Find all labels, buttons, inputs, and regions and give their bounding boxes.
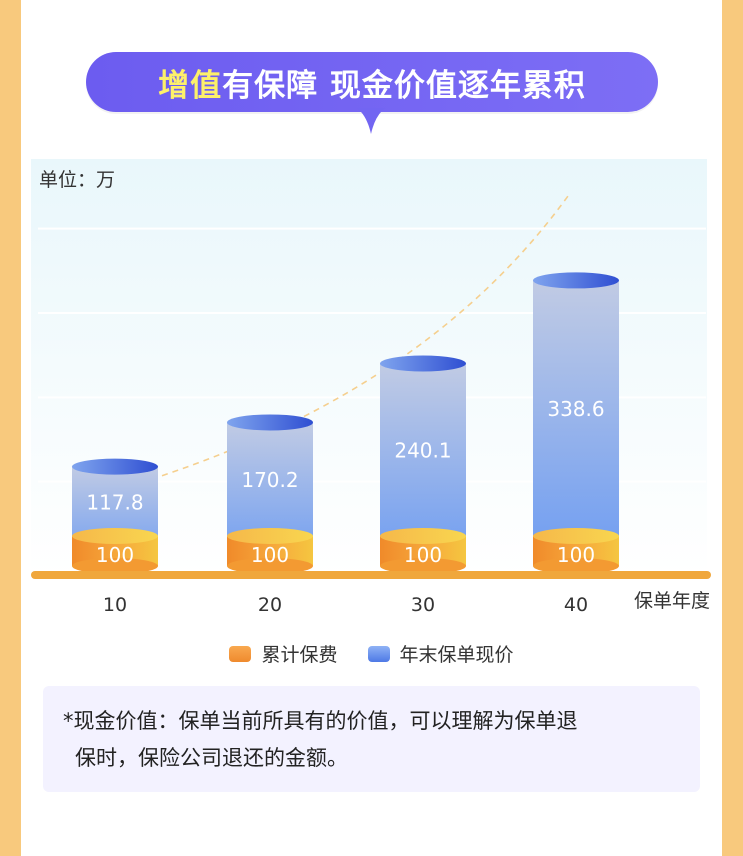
x-tick-label: 40: [564, 594, 588, 616]
cash-value-label: 240.1: [394, 439, 451, 463]
unit-label: 单位：万: [39, 169, 115, 191]
cash-value-bar-top: [533, 272, 619, 289]
bar-chart: 100 117.8 100 170.2 100 240.1 100 338.6 单位：万 保单…: [31, 159, 711, 616]
premium-value-label: 100: [96, 543, 134, 567]
premium-bar-bottom: [380, 558, 466, 574]
footnote-line-1: *现金价值：保单当前所具有的价值，可以理解为保单退: [63, 709, 578, 733]
cash-value-label: 338.6: [547, 397, 604, 421]
cash-value-label: 117.8: [86, 490, 143, 514]
premium-value-label: 100: [557, 543, 595, 567]
chart-baseline: [31, 571, 711, 579]
x-tick-label: 30: [411, 594, 435, 616]
footnote-box: *现金价值：保单当前所具有的价值，可以理解为保单退 保时，保险公司退还的金额。: [43, 686, 700, 792]
legend-item-premium: 累计保费: [229, 640, 338, 667]
premium-value-label: 100: [404, 543, 442, 567]
footnote-line-2: 保时，保险公司退还的金额。: [75, 746, 348, 770]
legend-label-cash-value: 年末保单现价: [399, 644, 514, 666]
premium-bar-top: [380, 528, 466, 544]
cash-value-bar-top: [227, 414, 313, 431]
premium-bar-bottom: [72, 558, 158, 574]
chart-legend: 累计保费 年末保单现价: [0, 640, 743, 667]
right-border-stripe: [722, 0, 743, 856]
premium-bar-top: [533, 528, 619, 544]
x-tick-label: 20: [258, 594, 282, 616]
premium-value-label: 100: [251, 543, 289, 567]
left-border-stripe: [0, 0, 21, 856]
cash-value-label: 170.2: [241, 468, 298, 492]
title-banner: 增值 有保障 现金价值逐年累积: [86, 52, 658, 112]
title-highlight: 增值: [158, 67, 223, 104]
blue-swatch-icon: [367, 645, 390, 662]
x-axis-title: 保单年度: [634, 590, 710, 612]
premium-bar-bottom: [533, 558, 619, 574]
premium-bar-top: [227, 528, 313, 544]
banner-pointer: [357, 108, 385, 134]
premium-bar-bottom: [227, 558, 313, 574]
cash-value-bar-top: [72, 458, 158, 475]
x-tick-label: 10: [103, 594, 127, 616]
legend-item-cash-value: 年末保单现价: [367, 640, 514, 667]
cash-value-bar: [533, 280, 619, 566]
premium-bar-top: [72, 528, 158, 544]
title-text: 有保障 现金价值逐年累积: [222, 67, 586, 104]
cash-value-bar-top: [380, 355, 466, 372]
orange-swatch-icon: [229, 645, 252, 662]
legend-label-premium: 累计保费: [261, 644, 338, 666]
